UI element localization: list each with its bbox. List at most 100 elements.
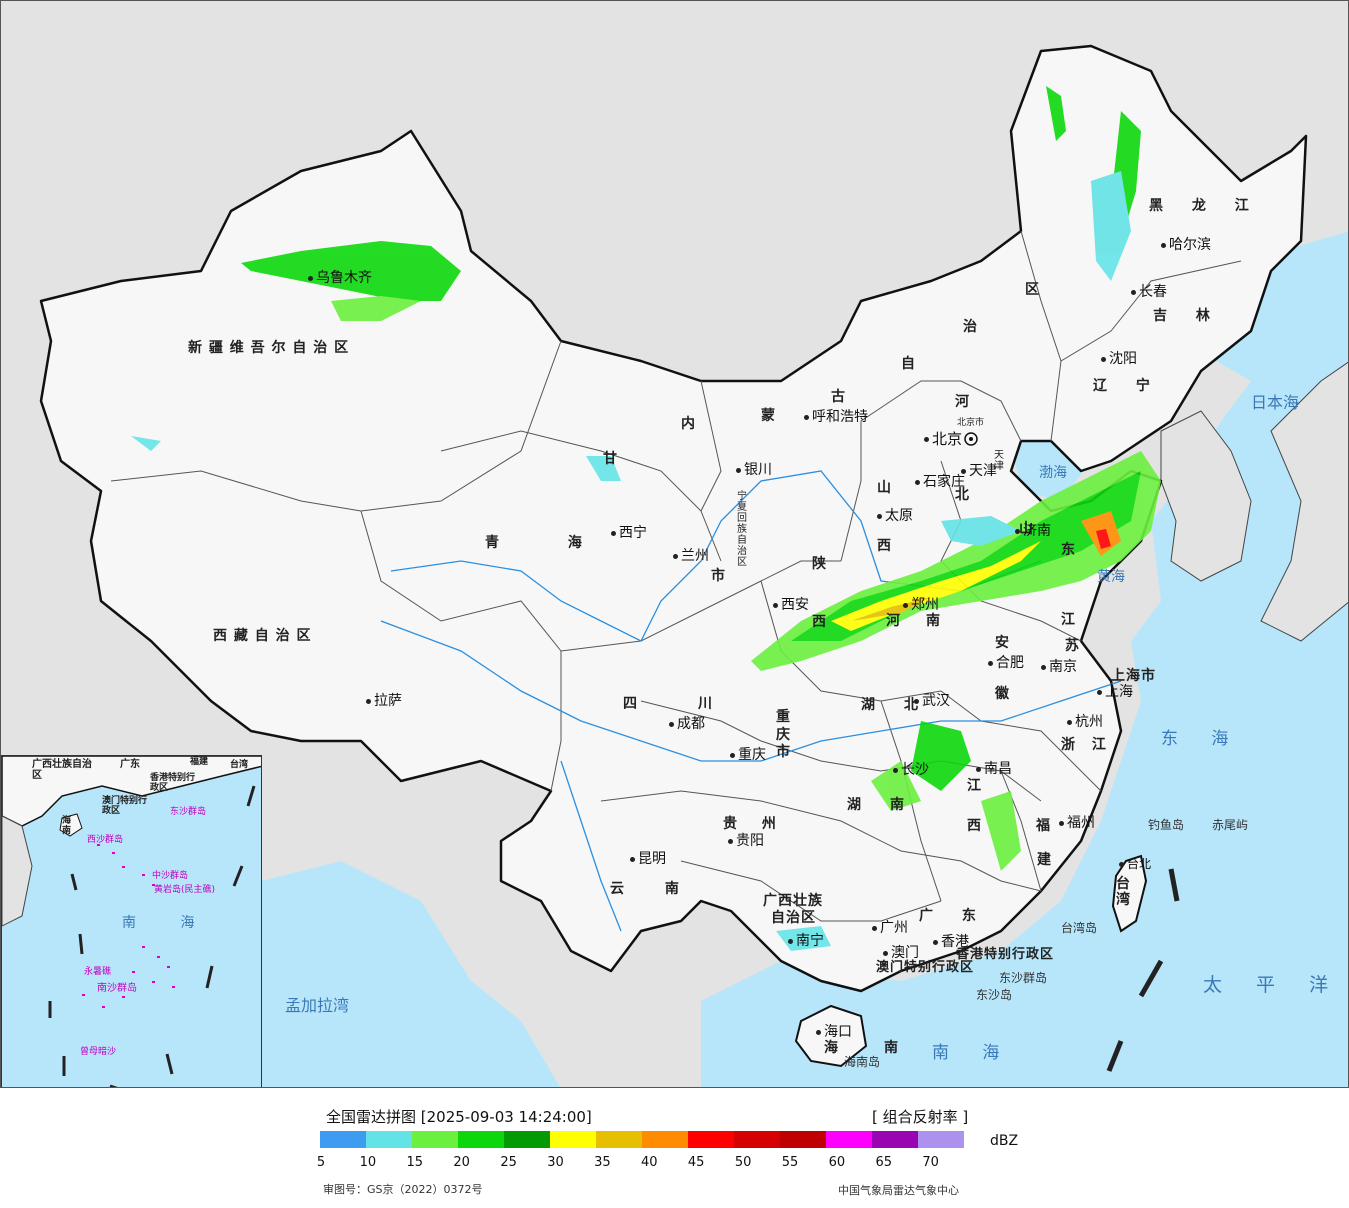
label-xinjiang: 新 疆 维 吾 尔 自 治 区 [188, 340, 350, 356]
label-hunan-1: 湖 [847, 797, 862, 813]
label-hebei-1: 河 [955, 394, 970, 410]
label-hubei-1: 湖 [861, 697, 876, 713]
city-hefei: 合肥 [988, 656, 1024, 670]
legend-tick-label: 15 [406, 1155, 424, 1170]
label-diaoyudao: 钓鱼岛 [1148, 818, 1185, 832]
city-yinchuan: 银川 [736, 463, 772, 477]
label-fujian-2: 建 [1037, 852, 1052, 868]
label-ningxia: 宁夏回族自治区 [737, 491, 747, 568]
inset-label-aomen: 澳门特别行政区 [102, 796, 148, 816]
legend-swatch [918, 1131, 964, 1148]
sea-label-mengjialawan: 孟加拉湾 [285, 996, 350, 1015]
label-henan-1: 河 [886, 613, 901, 629]
label-dongsha-qundao: 东沙群岛 [999, 971, 1048, 985]
city-zhengzhou: 郑州 [903, 598, 939, 612]
city-xining: 西宁 [611, 526, 647, 540]
label-shanghai-shi: 上海市 [1111, 668, 1156, 684]
inset-label-zhongsha: 中沙群岛 [152, 871, 189, 881]
legend-tick-label: 70 [922, 1155, 939, 1170]
sea-bay-of-bengal [201, 861, 560, 1087]
legend-swatch [320, 1131, 366, 1148]
label-sichuan-2: 川 [698, 696, 713, 712]
city-chongqing: 重庆 [730, 748, 766, 762]
legend-tick-label: 45 [687, 1155, 705, 1170]
legend-tick-label: 10 [359, 1155, 377, 1170]
south-china-sea-inset: 广西壮族自治区 广东 福建 台湾 香港特别行政区 澳门特别行政区 东沙群岛 海南… [1, 755, 262, 1087]
review-number: 审图号：GS京（2022）0372号 [323, 1183, 483, 1196]
legend-swatch [734, 1131, 780, 1148]
label-chongqing-3: 市 [776, 744, 791, 760]
label-shaanxi-1: 陕 [812, 556, 827, 572]
land-korea [1160, 410, 1252, 582]
legend-tick-label: 35 [594, 1155, 611, 1170]
city-hangzhou: 杭州 [1067, 715, 1103, 729]
sea-label-donghai: 东 海 [1161, 729, 1243, 749]
inset-label-nanhai: 南 海 [122, 915, 215, 931]
legend-tick-label: 5 [316, 1155, 326, 1170]
label-shanxi-2: 西 [877, 538, 892, 554]
label-xizang: 西 藏 自 治 区 [213, 628, 312, 644]
label-neimeng-1: 内 [681, 416, 696, 432]
legend-title: 全国雷达拼图 [2025-09-03 14:24:00] [326, 1108, 592, 1126]
inset-label-xianggang: 香港特别行政区 [150, 773, 196, 793]
legend-swatch [550, 1131, 596, 1148]
city-harbin: 哈尔滨 [1161, 238, 1211, 252]
label-gansu-shi: 市 [711, 568, 726, 584]
label-shaanxi-2: 西 [812, 614, 827, 630]
inset-canvas [2, 756, 261, 1087]
label-guangxi-1: 广西壮族 [763, 893, 823, 909]
label-hainan-2: 南 [884, 1040, 899, 1056]
legend-unit: dBZ [990, 1133, 1019, 1149]
label-zhejiang: 浙 江 [1061, 737, 1112, 753]
label-anhui-1: 安 [995, 635, 1010, 651]
legend-swatch [458, 1131, 504, 1148]
city-guiyang: 贵阳 [728, 834, 764, 848]
inset-label-yongshu: 永暑礁 [84, 967, 112, 977]
label-henan-2: 南 [926, 613, 941, 629]
city-xianggang: 香港 [933, 935, 969, 949]
legend-tick-label: 30 [547, 1155, 564, 1170]
city-tianjin: 天津 [961, 464, 997, 478]
legend-color-bar [320, 1131, 964, 1148]
label-hainandao: 海南岛 [844, 1055, 881, 1069]
city-hohhot: 呼和浩特 [804, 410, 868, 424]
label-tianjin-shi: 天津 [994, 450, 1004, 472]
city-nanchang: 南昌 [976, 762, 1012, 776]
label-heilongjiang: 黑 龙 江 [1149, 198, 1261, 214]
radar-map: 新 疆 维 吾 尔 自 治 区 西 藏 自 治 区 青 海 甘 内 蒙 古 自 … [0, 0, 1349, 1088]
label-aomen: 澳门特别行政区 [876, 960, 975, 975]
legend-swatch [826, 1131, 872, 1148]
legend-tick-label: 65 [875, 1155, 893, 1170]
city-shanghai: 上海 [1097, 685, 1133, 699]
legend-swatch [412, 1131, 458, 1148]
inset-label-taiwan: 台湾 [230, 760, 249, 770]
label-jiangxi-1: 江 [967, 778, 982, 794]
label-hainan-1: 海 [824, 1040, 839, 1056]
label-gansu: 甘 [603, 451, 618, 467]
label-hunan-2: 南 [890, 797, 905, 813]
label-hebei-2: 北 [955, 487, 970, 503]
sea-east [701, 231, 1348, 1087]
inset-label-huangyan: 黄岩岛(民主礁) [154, 885, 216, 895]
inset-label-dongsha: 东沙群岛 [170, 807, 207, 817]
inset-label-fujian: 福建 [190, 757, 209, 767]
city-changsha: 长沙 [893, 763, 929, 777]
legend-tick-label: 25 [500, 1155, 517, 1170]
legend-tick-label: 60 [828, 1155, 846, 1170]
inset-label-xisha: 西沙群岛 [87, 835, 124, 845]
city-shijiazhuang: 石家庄 [915, 475, 965, 489]
inset-label-nansha: 南沙群岛 [97, 983, 137, 994]
label-shanxi-1: 山 [877, 480, 892, 496]
legend-swatch [688, 1131, 734, 1148]
legend-swatch [780, 1131, 826, 1148]
city-urumqi: 乌鲁木齐 [308, 271, 372, 285]
label-jiangxi-2: 西 [967, 818, 982, 834]
legend-tick-label: 50 [734, 1155, 752, 1170]
label-chongqing-1: 重 [776, 709, 791, 725]
label-neimeng-6: 区 [1025, 282, 1040, 298]
label-guizhou: 贵 州 [723, 816, 786, 832]
inset-label-hainan: 海南 [62, 816, 72, 836]
label-guangxi-2: 自治区 [771, 910, 816, 926]
label-taiwandao: 台湾岛 [1061, 921, 1098, 935]
label-sichuan-1: 四 [623, 696, 638, 712]
